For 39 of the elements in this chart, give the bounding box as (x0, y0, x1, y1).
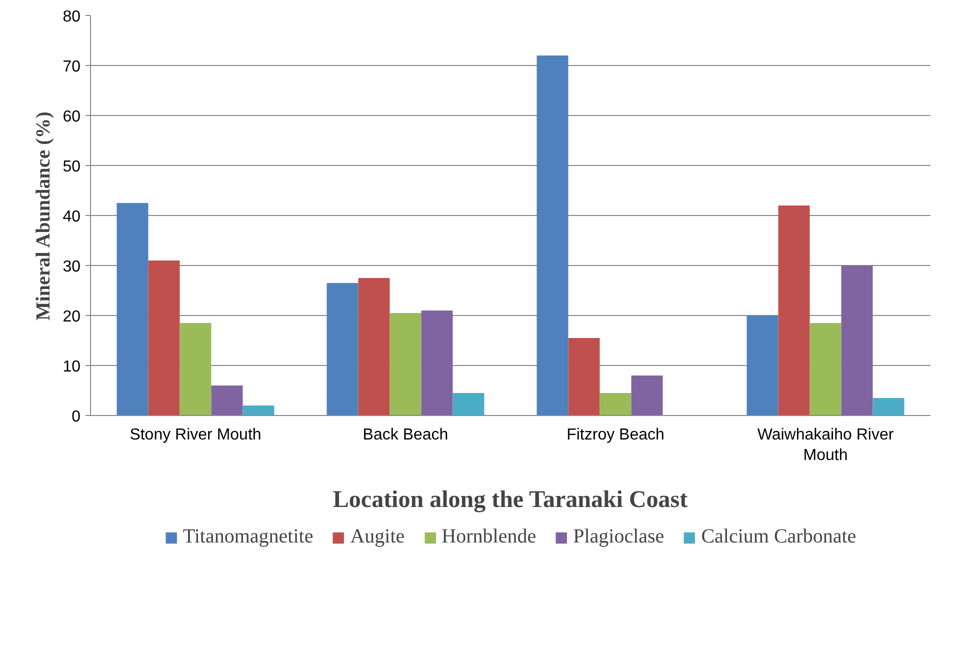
x-tick-label: Back Beach (362, 426, 448, 444)
y-tick-label: 30 (62, 258, 81, 276)
y-tick-label: 70 (62, 58, 81, 76)
bar (778, 206, 810, 416)
bar (148, 260, 180, 416)
y-tick-label: 0 (72, 408, 81, 426)
y-tick-label: 50 (62, 158, 81, 176)
legend-label: Calcium Carbonate (701, 526, 856, 548)
legend-label: Augite (350, 526, 405, 548)
y-tick-label: 60 (62, 108, 81, 126)
bar (810, 323, 842, 416)
bar (116, 203, 148, 416)
bar (326, 283, 358, 416)
y-tick-label: 40 (62, 208, 81, 226)
legend-label: Hornblende (442, 526, 536, 548)
bar (746, 316, 778, 416)
bar (242, 406, 274, 416)
bar (568, 338, 600, 416)
legend-label: Plagioclase (573, 526, 664, 548)
y-tick-label: 10 (62, 358, 81, 376)
y-tick-label: 80 (62, 8, 81, 26)
bar (872, 398, 904, 416)
x-axis-title: Location along the Taranaki Coast (332, 486, 688, 513)
bar (452, 393, 484, 416)
bar (536, 56, 568, 416)
x-tick-label: Waiwhakaiho River Mouth (757, 426, 894, 464)
legend-label: Titanomagnetite (182, 526, 314, 548)
bar (841, 266, 873, 416)
y-axis-title: Mineral Abundance (%) (32, 112, 55, 320)
bar (211, 386, 243, 416)
bar (358, 278, 390, 416)
y-tick-label: 20 (62, 308, 81, 326)
bar (180, 323, 212, 416)
x-tick-label: Stony River Mouth (130, 426, 262, 444)
bar (631, 376, 663, 416)
bar (390, 313, 422, 416)
x-tick-label: Fitzroy Beach (566, 426, 664, 444)
bar (421, 310, 453, 416)
bar (600, 393, 632, 416)
